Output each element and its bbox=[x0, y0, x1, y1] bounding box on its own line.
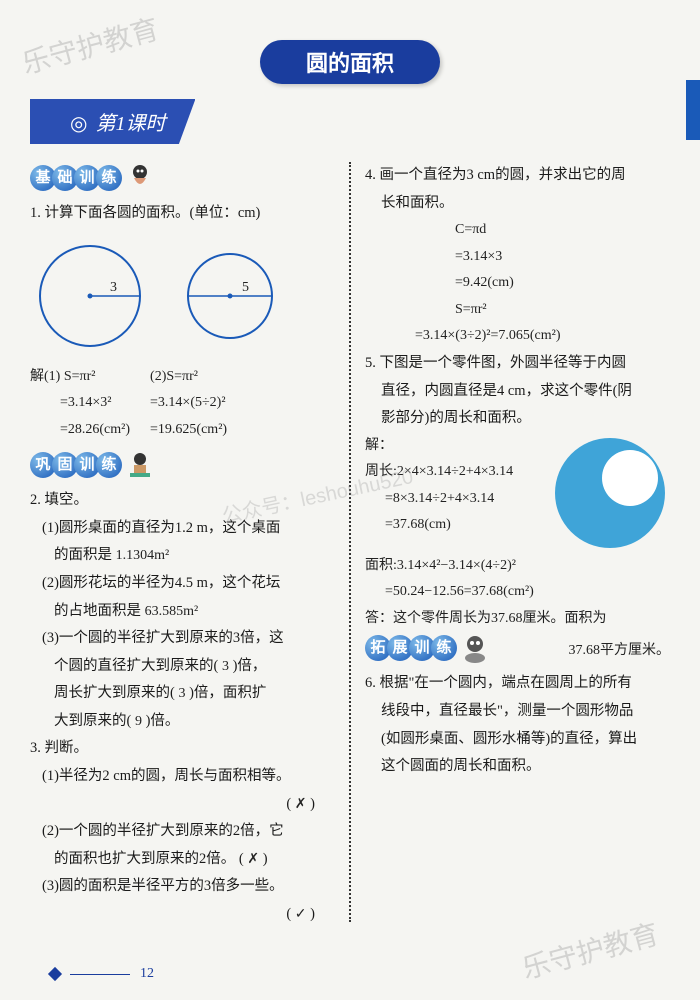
answer-fill: 63.585m² bbox=[145, 604, 199, 619]
q4-line2: 长和面积。 bbox=[365, 190, 670, 218]
sol-line: S=πr² bbox=[455, 297, 670, 324]
page-edge-tab bbox=[686, 80, 700, 140]
text: 周长扩大到原来的( bbox=[54, 685, 175, 701]
sol-line: =3.14×3² bbox=[30, 390, 130, 417]
two-column-layout: 基 础 训 练 1. 计算下面各圆的面积。(单位：cm) 3 5 bbox=[30, 162, 670, 928]
bubble: 练 bbox=[431, 635, 457, 661]
q2-1-line2: 的面积是 1.1304m² bbox=[30, 542, 335, 570]
sol-line: =3.14×(5÷2)² bbox=[150, 390, 227, 417]
sol-line: =3.14×(3÷2)²=7.065(cm²) bbox=[415, 323, 670, 350]
sol-line: 面积:3.14×4²−3.14×(4÷2)² bbox=[365, 553, 670, 580]
text: )倍， bbox=[233, 658, 267, 674]
sol-line: =8×3.14÷2+4×3.14 bbox=[365, 486, 550, 513]
text: 的占地面积是 bbox=[54, 603, 141, 619]
q2-3-line4: 大到原来的( 9 )倍。 bbox=[30, 708, 335, 736]
sol-line: 37.68平方厘米。 bbox=[569, 638, 671, 665]
solution-5b: 面积:3.14×4²−3.14×(4÷2)² =50.24−12.56=37.6… bbox=[365, 553, 670, 633]
q3-1-answer: ( ✗ ) bbox=[30, 791, 335, 819]
sol-line: =50.24−12.56=37.68(cm²) bbox=[365, 579, 670, 606]
q6-line4: 这个圆面的周长和面积。 bbox=[365, 753, 670, 781]
ring-diagram bbox=[550, 433, 670, 553]
q2-3-line1: (3)一个圆的半径扩大到原来的3倍，这 bbox=[30, 625, 335, 653]
section-extend-badge: 拓 展 训 练 bbox=[365, 632, 491, 664]
solution-1: 解(1) S=πr² =3.14×3² =28.26(cm²) bbox=[30, 364, 130, 444]
answer-fill: 3 bbox=[178, 686, 185, 701]
q4-line1: 4. 画一个直径为3 cm的圆，并求出它的周 bbox=[365, 162, 670, 190]
mascot-icon bbox=[124, 162, 156, 194]
footer-diamond-icon bbox=[48, 967, 62, 981]
mascot-icon bbox=[124, 449, 156, 481]
q5-line3: 影部分)的周长和面积。 bbox=[365, 405, 670, 433]
text: 的面积是 bbox=[54, 547, 112, 563]
text: )倍。 bbox=[146, 713, 180, 729]
q3-3: (3)圆的面积是半径平方的3倍多一些。 bbox=[30, 873, 335, 901]
text: 的面积也扩大到原来的2倍。 ( bbox=[54, 851, 244, 867]
column-divider bbox=[349, 162, 351, 922]
footer-line bbox=[70, 974, 130, 975]
q2-3-line2: 个圆的直径扩大到原来的( 3 )倍， bbox=[30, 653, 335, 681]
sol-line: (2)S=πr² bbox=[150, 364, 227, 391]
q5-line1: 5. 下图是一个零件图，外圆半径等于内圆 bbox=[365, 350, 670, 378]
answer-mark: ✓ bbox=[295, 907, 307, 922]
watermark-top: 乐守护教育 bbox=[17, 8, 163, 83]
sol-line: =3.14×3 bbox=[455, 244, 670, 271]
q3-2-line2: 的面积也扩大到原来的2倍。 ( ✗ ) bbox=[30, 846, 335, 874]
solution-5: 解： 周长:2×4×3.14÷2+4×3.14 =8×3.14÷2+4×3.14… bbox=[365, 433, 550, 553]
answer-fill: 1.1304m² bbox=[116, 548, 170, 563]
q2-1-line1: (1)圆形桌面的直径为1.2 m，这个桌面 bbox=[30, 515, 335, 543]
diameter-label: 5 bbox=[242, 280, 249, 295]
sol-line: =9.42(cm) bbox=[455, 270, 670, 297]
sol-line: 解(1) S=πr² bbox=[30, 364, 130, 391]
page-footer: 12 bbox=[50, 966, 154, 982]
q5-line2: 直径，内圆直径是4 cm，求这个零件(阴 bbox=[365, 378, 670, 406]
q2-2-line2: 的占地面积是 63.585m² bbox=[30, 598, 335, 626]
sol-line: 周长:2×4×3.14÷2+4×3.14 bbox=[365, 459, 550, 486]
sol-line: =19.625(cm²) bbox=[150, 417, 227, 444]
left-column: 基 础 训 练 1. 计算下面各圆的面积。(单位：cm) 3 5 bbox=[30, 162, 335, 928]
bubble: 练 bbox=[96, 165, 122, 191]
circle-diagram-2: 5 bbox=[170, 236, 290, 356]
q6-line1: 6. 根据"在一个圆内，端点在圆周上的所有 bbox=[365, 670, 670, 698]
radius-label: 3 bbox=[110, 280, 117, 295]
answer-fill: 3 bbox=[222, 659, 229, 674]
lesson-tab: 第1课时 bbox=[30, 99, 195, 144]
q6-line3: (如圆形桌面、圆形水桶等)的直径，算出 bbox=[365, 726, 670, 754]
text: 大到原来的( bbox=[54, 713, 131, 729]
q6-line2: 线段中，直径最长"，测量一个圆形物品 bbox=[365, 698, 670, 726]
text: 个圆的直径扩大到原来的( bbox=[54, 658, 218, 674]
question-3: 3. 判断。 bbox=[30, 735, 335, 763]
q2-2-line1: (2)圆形花坛的半径为4.5 m，这个花坛 bbox=[30, 570, 335, 598]
solution-2: (2)S=πr² =3.14×(5÷2)² =19.625(cm²) bbox=[150, 364, 227, 444]
q3-2-line1: (2)一个圆的半径扩大到原来的2倍，它 bbox=[30, 818, 335, 846]
section-practice-badge: 巩 固 训 练 bbox=[30, 449, 156, 481]
sol-line: 答：这个零件周长为37.68厘米。面积为 bbox=[365, 606, 670, 633]
page-number: 12 bbox=[140, 966, 154, 982]
answer-mark: ✗ bbox=[247, 852, 259, 867]
question-2: 2. 填空。 bbox=[30, 487, 335, 515]
sol-line: C=πd bbox=[455, 217, 670, 244]
sol-line: =28.26(cm²) bbox=[30, 417, 130, 444]
q3-1: (1)半径为2 cm的圆，周长与面积相等。 bbox=[30, 763, 335, 791]
sol-line: 解： bbox=[365, 433, 550, 460]
q2-3-line3: 周长扩大到原来的( 3 )倍，面积扩 bbox=[30, 680, 335, 708]
text: )倍，面积扩 bbox=[189, 685, 266, 701]
question-1: 1. 计算下面各圆的面积。(单位：cm) bbox=[30, 200, 335, 228]
sol-line: =37.68(cm) bbox=[365, 512, 550, 539]
circle-diagram-1: 3 bbox=[30, 236, 160, 356]
mascot-icon bbox=[459, 632, 491, 664]
bubble: 练 bbox=[96, 452, 122, 478]
right-column: 4. 画一个直径为3 cm的圆，并求出它的周 长和面积。 C=πd =3.14×… bbox=[365, 162, 670, 928]
solution-4: C=πd =3.14×3 =9.42(cm) S=πr² =3.14×(3÷2)… bbox=[365, 217, 670, 350]
section-basic-badge: 基 础 训 练 bbox=[30, 162, 156, 194]
answer-fill: 9 bbox=[135, 714, 142, 729]
answer-mark: ✗ bbox=[295, 797, 307, 812]
q3-3-answer: ( ✓ ) bbox=[30, 901, 335, 929]
chapter-title: 圆的面积 bbox=[260, 40, 440, 84]
